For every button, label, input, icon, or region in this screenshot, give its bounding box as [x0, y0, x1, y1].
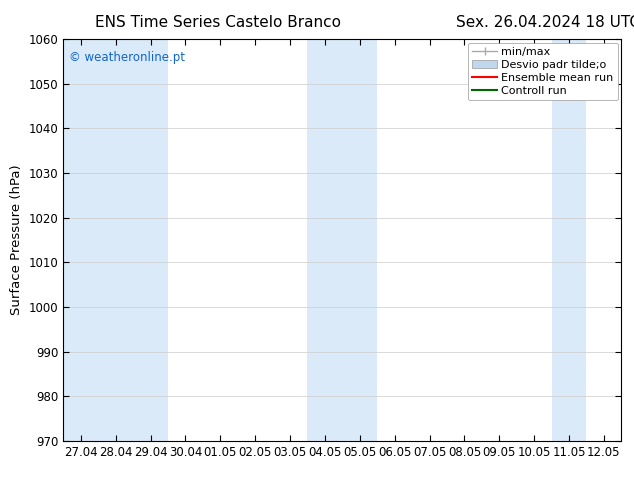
Bar — [133, 39, 168, 441]
Text: ENS Time Series Castelo Branco: ENS Time Series Castelo Branco — [95, 15, 341, 30]
Bar — [342, 39, 377, 441]
Y-axis label: Surface Pressure (hPa): Surface Pressure (hPa) — [10, 165, 23, 316]
Bar — [63, 39, 98, 441]
Bar — [552, 39, 586, 441]
Legend: min/max, Desvio padr tilde;o, Ensemble mean run, Controll run: min/max, Desvio padr tilde;o, Ensemble m… — [468, 43, 618, 100]
Bar — [307, 39, 342, 441]
Text: Sex. 26.04.2024 18 UTC: Sex. 26.04.2024 18 UTC — [456, 15, 634, 30]
Text: © weatheronline.pt: © weatheronline.pt — [69, 51, 185, 64]
Bar — [98, 39, 133, 441]
